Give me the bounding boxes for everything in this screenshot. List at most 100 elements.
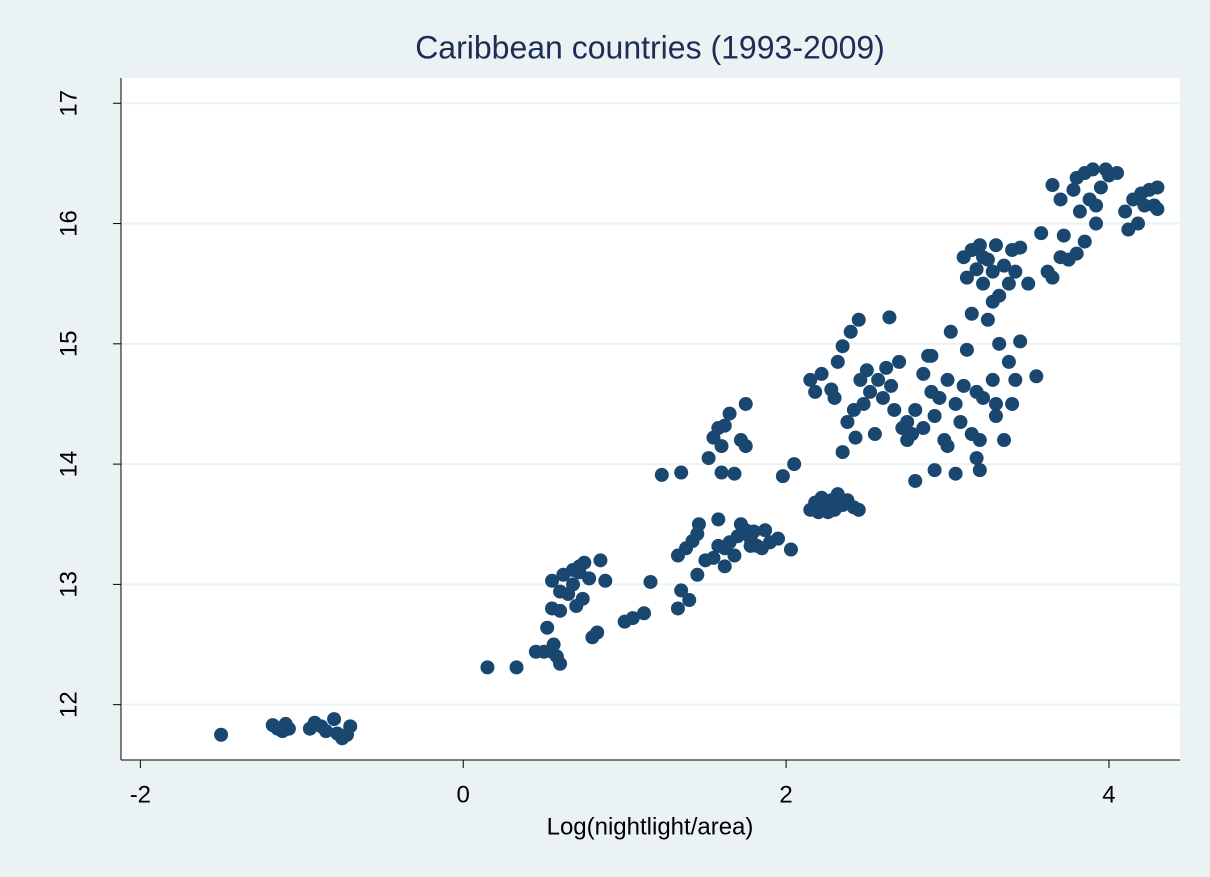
point <box>654 467 669 482</box>
point <box>643 574 658 589</box>
point <box>927 408 942 423</box>
point <box>690 567 705 582</box>
point <box>985 372 1000 387</box>
point <box>566 562 581 577</box>
point <box>717 418 732 433</box>
point <box>775 469 790 484</box>
point <box>738 439 753 454</box>
point <box>714 465 729 480</box>
point <box>1013 334 1028 349</box>
point <box>674 465 689 480</box>
point <box>867 427 882 442</box>
point <box>545 573 560 588</box>
point <box>943 324 958 339</box>
point <box>727 548 742 563</box>
point <box>1072 204 1087 219</box>
point <box>976 390 991 405</box>
point <box>840 415 855 430</box>
point <box>1137 198 1152 213</box>
point <box>1045 178 1060 193</box>
point <box>953 415 968 430</box>
point <box>948 466 963 481</box>
y-tick-label: 14 <box>55 451 82 478</box>
point <box>717 559 732 574</box>
point <box>1005 396 1020 411</box>
point <box>843 324 858 339</box>
point <box>871 372 886 387</box>
x-tick-label: -2 <box>130 781 151 808</box>
point <box>916 421 931 436</box>
point <box>1131 216 1146 231</box>
y-tick-label: 15 <box>55 330 82 357</box>
point <box>1008 264 1023 279</box>
point <box>848 430 863 445</box>
point <box>743 538 758 553</box>
point <box>711 512 726 527</box>
point <box>275 724 290 739</box>
point <box>988 396 1003 411</box>
point <box>674 583 689 598</box>
point <box>590 625 605 640</box>
point <box>887 402 902 417</box>
x-axis-label: Log(nightlight/area) <box>547 813 754 840</box>
point <box>940 372 955 387</box>
point <box>830 354 845 369</box>
point <box>992 336 1007 351</box>
point <box>625 611 640 626</box>
point <box>1053 192 1068 207</box>
point <box>964 427 979 442</box>
point <box>835 339 850 354</box>
point <box>940 439 955 454</box>
point <box>1056 228 1071 243</box>
point <box>575 591 590 606</box>
point <box>892 354 907 369</box>
point <box>988 238 1003 253</box>
point <box>808 384 823 399</box>
point <box>924 348 939 363</box>
x-tick-label: 0 <box>457 781 470 808</box>
point <box>908 402 923 417</box>
x-tick-label: 2 <box>779 781 792 808</box>
point <box>972 238 987 253</box>
point <box>706 550 721 565</box>
point <box>956 378 971 393</box>
point <box>1021 276 1036 291</box>
point <box>1045 270 1060 285</box>
point <box>803 372 818 387</box>
point <box>980 312 995 327</box>
point <box>553 603 568 618</box>
point <box>593 553 608 568</box>
point <box>863 384 878 399</box>
point <box>969 262 984 277</box>
point <box>727 466 742 481</box>
y-tick-label: 13 <box>55 571 82 598</box>
point <box>722 406 737 421</box>
point <box>908 473 923 488</box>
plot-area <box>121 78 1180 760</box>
point <box>1008 372 1023 387</box>
point <box>884 378 899 393</box>
point <box>976 250 991 265</box>
point <box>637 606 652 621</box>
point <box>997 433 1012 448</box>
point <box>714 439 729 454</box>
chart-title: Caribbean countries (1993-2009) <box>415 29 885 65</box>
point <box>691 517 706 532</box>
point <box>1029 369 1044 384</box>
point <box>882 310 897 325</box>
point <box>598 573 613 588</box>
point <box>1069 246 1084 261</box>
point <box>1001 354 1016 369</box>
y-tick-label: 16 <box>55 210 82 237</box>
point <box>1093 180 1108 195</box>
y-tick-label: 17 <box>55 90 82 117</box>
point <box>319 724 334 739</box>
y-tick-label: 12 <box>55 691 82 718</box>
point <box>875 390 890 405</box>
point <box>859 363 874 378</box>
point <box>821 505 836 520</box>
point <box>1110 166 1125 181</box>
point <box>879 360 894 375</box>
x-tick-label: 4 <box>1102 781 1115 808</box>
